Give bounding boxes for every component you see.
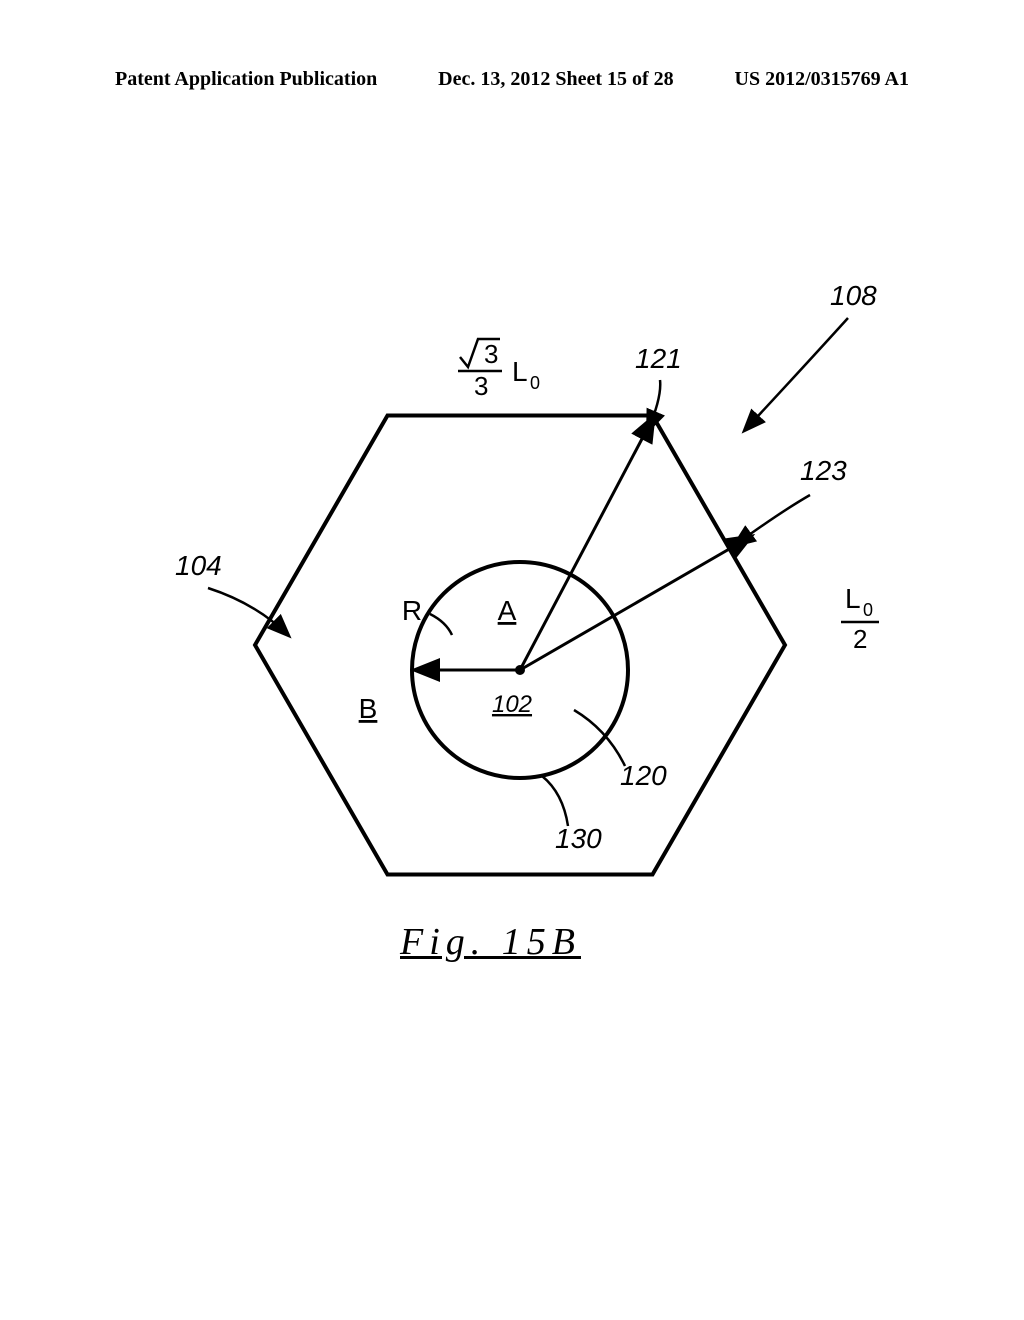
figure-caption: Fig. 15B [400,920,581,964]
ref-102: 102 [492,691,532,718]
svg-text:120: 120 [620,760,667,791]
svg-text:104: 104 [175,550,222,581]
svg-text:0: 0 [863,600,873,620]
sqrt3-over-3-L0-label: 33L0 [458,339,540,401]
L0-over-2-label: L0 2 [841,583,879,654]
label-R: R [402,595,422,626]
svg-text:108: 108 [830,280,877,311]
svg-text:3: 3 [474,371,488,401]
svg-text:123: 123 [800,455,847,486]
label-A: A [498,595,517,626]
svg-text:2: 2 [853,624,867,654]
svg-text:L: L [512,356,528,387]
svg-text:130: 130 [555,823,602,854]
svg-text:121: 121 [635,343,682,374]
svg-text:L: L [845,583,861,614]
label-B: B [359,693,378,724]
svg-text:0: 0 [530,373,540,393]
hexagon-boundary [255,416,785,875]
patent-figure: A B R 102 33L0 L02 108121123104120130 [0,0,1024,1320]
svg-text:3: 3 [484,339,498,369]
